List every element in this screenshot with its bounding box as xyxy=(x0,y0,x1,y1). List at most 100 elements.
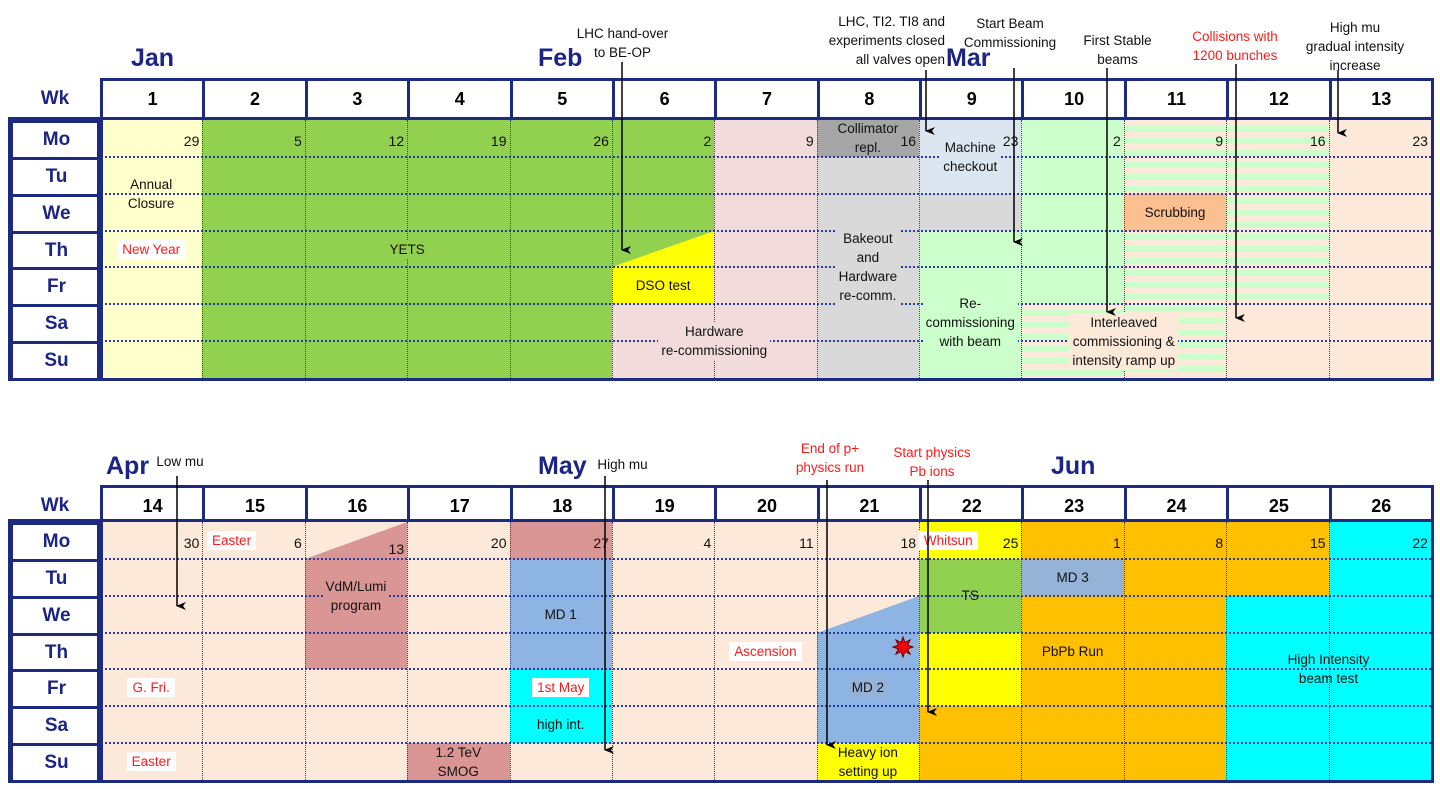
row-divider xyxy=(100,594,1431,597)
holiday-text: New Year xyxy=(117,239,186,259)
row-divider xyxy=(100,705,1431,708)
month-label-jan: Jan xyxy=(131,44,175,72)
monday-date: 16 xyxy=(900,133,917,149)
schedule-block xyxy=(1021,558,1124,596)
monday-date: 15 xyxy=(1309,535,1326,551)
week-divider xyxy=(1328,120,1330,379)
month-label-feb: Feb xyxy=(538,44,583,72)
schedule-block xyxy=(816,120,920,157)
holiday-label: Easter xyxy=(180,522,282,559)
week-divider xyxy=(919,522,921,781)
week-divider xyxy=(714,522,716,781)
day-label-sa: Sa xyxy=(10,706,103,747)
monday-date: 29 xyxy=(183,133,200,149)
monday-date: 16 xyxy=(1309,133,1326,149)
week-header: 2 xyxy=(202,78,308,120)
holiday-text: 1st May xyxy=(532,678,590,698)
holiday-label: 1st May xyxy=(510,669,612,706)
holiday-text: Ascension xyxy=(729,641,802,661)
schedule-block xyxy=(509,522,612,559)
schedule-block xyxy=(509,558,612,670)
row-divider xyxy=(100,668,1431,671)
schedule-block xyxy=(1328,120,1431,379)
holiday-text: G. Fri. xyxy=(127,678,175,698)
monday-date: 19 xyxy=(490,133,507,149)
week-header: 5 xyxy=(509,78,615,120)
week-divider xyxy=(1021,522,1023,781)
schedule-block xyxy=(816,743,920,781)
week-divider xyxy=(1123,120,1125,379)
row-divider xyxy=(100,155,1431,158)
monday-date: 5 xyxy=(293,133,302,149)
schedule-block xyxy=(1328,522,1431,781)
month-label-may: May xyxy=(538,452,587,480)
annotation-lhc-handover: LHC hand-over to BE-OP xyxy=(576,26,669,60)
day-label-th: Th xyxy=(10,632,103,673)
schedule-block xyxy=(611,120,715,231)
monday-date: 6 xyxy=(293,535,302,551)
week-header: 13 xyxy=(1328,78,1434,120)
row-divider xyxy=(100,557,1431,560)
holiday-label: G. Fri. xyxy=(100,669,202,706)
day-label-su: Su xyxy=(10,743,103,784)
day-label-su: Su xyxy=(10,341,103,382)
day-label-fr: Fr xyxy=(10,267,103,308)
annotation-end-of-p-physics: End of p+ physics run xyxy=(795,441,865,475)
holiday-text: Easter xyxy=(207,530,257,550)
week-divider xyxy=(407,522,409,781)
star-icon xyxy=(891,635,915,659)
annotation-collisions-1200-bunches: Collisions with 1200 bunches xyxy=(1192,29,1278,63)
week-divider xyxy=(1226,522,1228,781)
week-divider xyxy=(509,120,511,379)
monday-date: 12 xyxy=(388,133,405,149)
week-divider xyxy=(304,120,306,379)
schedule-block xyxy=(1021,522,1124,559)
monday-date: 2 xyxy=(703,133,712,149)
month-label-jun: Jun xyxy=(1051,452,1096,480)
row-divider xyxy=(100,266,1431,269)
schedule-block xyxy=(919,193,1022,231)
week-divider xyxy=(1328,522,1330,781)
row-divider xyxy=(100,192,1431,195)
week-divider xyxy=(1021,120,1023,379)
schedule-block xyxy=(1226,595,1329,781)
calendar-frame xyxy=(97,519,1434,784)
holiday-text: Whitsun xyxy=(918,530,978,550)
schedule-block xyxy=(611,267,715,305)
week-divider xyxy=(202,120,204,379)
row-divider xyxy=(100,742,1431,745)
monday-date: 20 xyxy=(490,535,507,551)
week-divider xyxy=(714,120,716,379)
monday-date: 23 xyxy=(1412,133,1428,149)
holiday-label: Whitsun xyxy=(897,522,999,559)
monday-date: 30 xyxy=(183,535,200,551)
schedule-block xyxy=(1021,595,1124,781)
holiday-label: Ascension xyxy=(714,633,816,670)
annotation-start-pb-ions: Start physics Pb ions xyxy=(893,445,971,479)
schedule-block-split xyxy=(304,522,408,559)
calendar-day-frame xyxy=(8,519,103,784)
annotation-high-mu-may: High mu xyxy=(597,457,648,472)
monday-date: 8 xyxy=(1215,535,1224,551)
week-divider xyxy=(816,522,818,781)
schedule-block xyxy=(1123,193,1227,231)
week-divider xyxy=(202,522,204,781)
week-divider xyxy=(304,522,306,781)
annotation-valves-open: LHC, TI2. TI8 and experiments closed all… xyxy=(828,14,945,67)
annotation-high-mu: High mu gradual intensity increase xyxy=(1305,20,1405,73)
schedule-block xyxy=(1123,522,1227,781)
monday-date: 11 xyxy=(799,535,814,551)
monday-date: 22 xyxy=(1412,535,1428,551)
monday-date: 4 xyxy=(703,535,712,551)
monday-date: 26 xyxy=(593,133,609,149)
row-divider xyxy=(100,229,1431,232)
week-divider xyxy=(509,522,511,781)
week-label: Wk xyxy=(40,495,70,516)
row-divider xyxy=(100,631,1431,634)
monday-date: 25 xyxy=(1002,535,1019,551)
annotation-low-mu: Low mu xyxy=(156,454,204,469)
week-divider xyxy=(919,120,921,379)
holiday-label: New Year xyxy=(100,231,202,268)
holiday-text: Easter xyxy=(126,752,176,772)
